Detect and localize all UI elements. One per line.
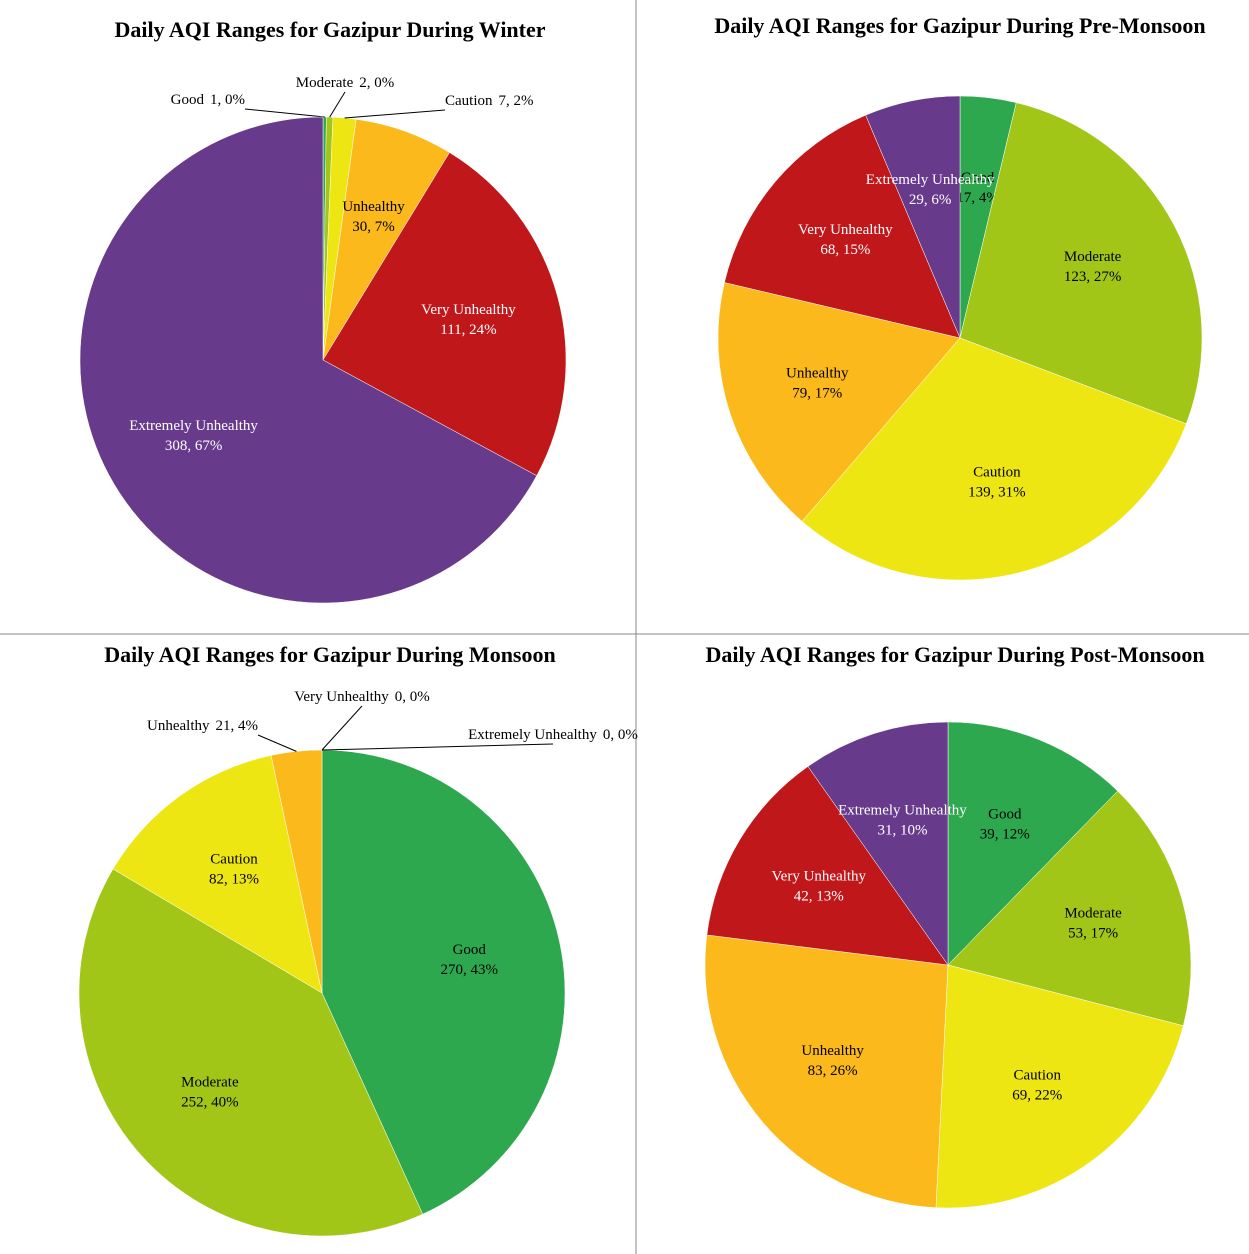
- pie-slice: [865, 95, 961, 339]
- category-label: Good: [453, 942, 487, 958]
- chart-title: Daily AQI Ranges for Gazipur During Mons…: [104, 642, 555, 667]
- slice-label: Caution 7, 2%: [445, 93, 534, 109]
- value-label: 42, 13%: [794, 889, 844, 905]
- value-label: 1, 0%: [210, 92, 245, 108]
- leader-line: [329, 91, 346, 118]
- category-label: Extremely Unhealthy: [468, 727, 597, 743]
- pie-slice: [78, 868, 424, 1237]
- slice-label: Moderate 2, 0%: [296, 75, 394, 91]
- slice-label: Extremely Unhealthy 29, 6%: [866, 172, 995, 208]
- value-label: 82, 13%: [209, 872, 259, 888]
- pie-slice: [112, 755, 323, 994]
- pie-slice: [947, 790, 1192, 1027]
- category-label: Very Unhealthy: [294, 689, 389, 705]
- value-label: 2, 0%: [359, 75, 394, 91]
- slice-label: Very Unhealthy 0, 0%: [294, 689, 430, 705]
- pie-slice: [801, 337, 1187, 581]
- slice-label: Very Unhealthy 42, 13%: [772, 869, 867, 905]
- slice-label: Moderate 252, 40%: [181, 1075, 239, 1111]
- slice-label: Good 1, 0%: [171, 92, 245, 108]
- slice-label: Very Unhealthy 68, 15%: [798, 223, 893, 259]
- slice-label: Good 39, 12%: [980, 807, 1030, 843]
- value-label: 270, 43%: [440, 962, 498, 978]
- pie-slice: [79, 116, 538, 604]
- pie-slice: [321, 749, 566, 1215]
- category-label: Extremely Unhealthy: [129, 419, 258, 435]
- value-label: 79, 17%: [792, 386, 842, 402]
- value-label: 308, 67%: [165, 439, 223, 455]
- value-label: 111, 24%: [440, 322, 496, 338]
- leader-line: [244, 108, 325, 118]
- pie-slice: [959, 102, 1203, 425]
- category-label: Unhealthy: [786, 366, 849, 382]
- category-label: Moderate: [296, 75, 354, 91]
- value-label: 53, 17%: [1068, 926, 1118, 942]
- slice-label: Extremely Unhealthy 308, 67%: [129, 419, 258, 455]
- value-label: 123, 27%: [1064, 269, 1122, 285]
- category-label: Caution: [1014, 1068, 1062, 1084]
- value-label: 31, 10%: [877, 823, 927, 839]
- value-label: 69, 22%: [1012, 1088, 1062, 1104]
- category-label: Very Unhealthy: [772, 869, 867, 885]
- category-label: Caution: [445, 93, 493, 109]
- value-label: 68, 15%: [820, 243, 870, 259]
- slice-label: Extremely Unhealthy 0, 0%: [468, 727, 638, 743]
- slice-label: Caution 69, 22%: [1012, 1068, 1062, 1104]
- slice-label: Caution 139, 31%: [968, 465, 1026, 501]
- slice-label: Good 17, 4%: [956, 170, 999, 206]
- slice-label: Unhealthy 21, 4%: [147, 718, 258, 734]
- slice-label: Unhealthy 83, 26%: [801, 1043, 864, 1079]
- leader-line: [257, 734, 297, 752]
- value-label: 0, 0%: [603, 727, 638, 743]
- value-label: 139, 31%: [968, 485, 1026, 501]
- category-label: Good: [988, 807, 1022, 823]
- category-label: Caution: [973, 465, 1021, 481]
- value-label: 0, 0%: [395, 689, 430, 705]
- chart-title: Daily AQI Ranges for Gazipur During Pre-…: [714, 13, 1205, 38]
- slice-label: Unhealthy 30, 7%: [342, 200, 405, 236]
- pie-slice: [322, 152, 567, 477]
- category-label: Extremely Unhealthy: [838, 803, 967, 819]
- slice-label: Unhealthy 79, 17%: [786, 366, 849, 402]
- value-label: 252, 40%: [181, 1095, 239, 1111]
- category-label: Caution: [210, 852, 258, 868]
- slice-label: Very Unhealthy 111, 24%: [421, 302, 516, 338]
- category-label: Moderate: [181, 1075, 239, 1091]
- category-label: Extremely Unhealthy: [866, 172, 995, 188]
- value-label: 17, 4%: [956, 190, 999, 206]
- slice-label: Caution 82, 13%: [209, 852, 259, 888]
- category-label: Moderate: [1064, 249, 1122, 265]
- pie-slice: [717, 282, 961, 522]
- category-label: Unhealthy: [801, 1043, 864, 1059]
- category-label: Very Unhealthy: [798, 223, 893, 239]
- chart-title: Daily AQI Ranges for Gazipur During Post…: [705, 642, 1204, 667]
- slice-label: Moderate 123, 27%: [1064, 249, 1122, 285]
- slice-label: Moderate 53, 17%: [1064, 906, 1122, 942]
- category-label: Very Unhealthy: [421, 302, 516, 318]
- slice-label: Extremely Unhealthy 31, 10%: [838, 803, 967, 839]
- value-label: 29, 6%: [909, 192, 952, 208]
- category-label: Unhealthy: [342, 200, 405, 216]
- value-label: 39, 12%: [980, 827, 1030, 843]
- value-label: 21, 4%: [216, 718, 259, 734]
- chart-title: Daily AQI Ranges for Gazipur During Wint…: [114, 17, 545, 42]
- pie-slice: [724, 114, 961, 339]
- pie-slice: [807, 721, 949, 966]
- pie-slice: [706, 766, 949, 966]
- category-label: Good: [961, 170, 995, 186]
- value-label: 7, 2%: [499, 93, 534, 109]
- leader-line: [321, 743, 554, 751]
- pie-slice: [704, 934, 949, 1208]
- category-label: Moderate: [1064, 906, 1122, 922]
- leader-line: [344, 109, 446, 119]
- category-label: Good: [171, 92, 205, 108]
- slice-label: Good 270, 43%: [440, 942, 498, 978]
- pie-slice: [947, 721, 1119, 966]
- value-label: 30, 7%: [352, 220, 395, 236]
- value-label: 83, 26%: [808, 1063, 858, 1079]
- category-label: Unhealthy: [147, 718, 210, 734]
- pie-slice: [935, 964, 1184, 1209]
- leader-line: [321, 705, 363, 751]
